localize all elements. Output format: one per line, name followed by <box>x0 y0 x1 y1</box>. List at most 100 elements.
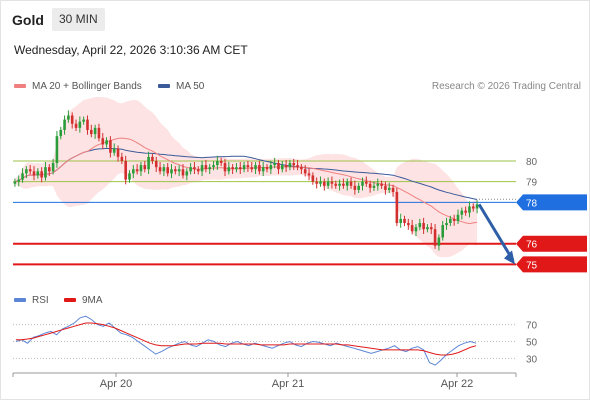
candle-body <box>433 229 437 246</box>
level-label-75: 75 <box>526 260 538 271</box>
candle-body <box>353 185 357 190</box>
candle-body <box>128 173 131 180</box>
candle-body <box>28 169 32 172</box>
ma50-label: MA 50 <box>176 81 205 92</box>
timestamp: Wednesday, April 22, 2026 3:10:36 AM CET <box>14 43 248 57</box>
candle-body <box>449 218 452 224</box>
candle-body <box>323 181 326 186</box>
legend-ma20: MA 20 + Bollinger Bands <box>14 81 142 92</box>
candle-body <box>345 181 349 186</box>
rsi-ma-line <box>15 322 477 356</box>
candle-body <box>21 173 24 180</box>
candle-body <box>151 156 154 161</box>
candle-body <box>403 218 406 224</box>
candle-body <box>475 204 479 209</box>
level-label-76: 76 <box>526 240 538 251</box>
candle-body <box>235 167 238 170</box>
candle-body <box>44 167 47 178</box>
candle-body <box>67 115 70 120</box>
candle-body <box>177 169 181 172</box>
candle-body <box>307 173 311 176</box>
level-tag-76 <box>516 235 587 252</box>
candle-body <box>326 181 330 186</box>
rsi-level-label-30: 30 <box>526 354 538 365</box>
candle-body <box>181 169 185 176</box>
candle-body <box>40 171 43 178</box>
candle-body <box>277 163 280 170</box>
candle-body <box>372 185 376 188</box>
candle-body <box>185 171 189 176</box>
candle-body <box>219 160 223 164</box>
candle-body <box>437 237 441 246</box>
rsi-ma-swatch <box>64 298 76 303</box>
candle-body <box>452 218 456 221</box>
rsi-level-label-50: 50 <box>526 338 538 349</box>
candle-body <box>468 206 471 213</box>
candle-body <box>70 115 74 124</box>
candle-body <box>208 167 212 170</box>
candle-body <box>189 167 192 172</box>
candle-body <box>349 181 353 186</box>
candle-body <box>258 165 261 172</box>
candle-body <box>334 183 338 186</box>
timeframe-badge[interactable]: 30 MIN <box>52 8 105 31</box>
candle-body <box>166 167 169 174</box>
candle-body <box>154 160 158 168</box>
candle-body <box>193 167 196 170</box>
candle-body <box>200 165 204 172</box>
candle-body <box>426 227 429 230</box>
candle-body <box>280 165 284 170</box>
candle-body <box>319 181 322 184</box>
candle-body <box>120 156 124 161</box>
candle-body <box>410 225 414 232</box>
candle-body <box>82 119 85 122</box>
candle-body <box>124 160 127 180</box>
candle-body <box>170 169 173 174</box>
level-tag-75 <box>516 256 587 273</box>
candle-body <box>269 165 273 170</box>
rsi-swatch <box>14 298 26 303</box>
candle-body <box>261 167 265 172</box>
ma50-line <box>14 147 478 200</box>
candle-body <box>303 169 307 174</box>
rsi-level-label-70: 70 <box>526 321 538 332</box>
candle-body <box>288 163 292 168</box>
candle-body <box>300 167 303 170</box>
candle-body <box>63 119 66 130</box>
candle-body <box>59 129 63 137</box>
candle-body <box>139 165 143 172</box>
legend-ma50: MA 50 <box>158 81 204 92</box>
candle-body <box>78 121 82 128</box>
candle-body <box>112 148 116 153</box>
candle-body <box>227 167 231 172</box>
candles <box>13 110 479 251</box>
candle-body <box>250 167 254 170</box>
level-label-78: 78 <box>526 198 538 209</box>
candle-body <box>387 187 391 190</box>
candle-body <box>391 187 395 192</box>
ma50-swatch <box>158 84 170 89</box>
candle-body <box>315 181 318 184</box>
candle-body <box>86 119 89 130</box>
candle-body <box>399 218 402 224</box>
candle-body <box>414 227 418 232</box>
candle-body <box>204 165 208 170</box>
candle-body <box>97 127 101 139</box>
legend-rsi-ma: 9MA <box>64 295 103 306</box>
candle-body <box>292 163 296 166</box>
candle-body <box>132 169 135 174</box>
candle-body <box>147 156 150 170</box>
x-axis-label: Apr 22 <box>441 378 473 390</box>
candle-body <box>361 181 364 186</box>
projection-arrow-shaft <box>477 203 515 262</box>
candle-body <box>212 165 215 168</box>
candle-body <box>223 163 227 172</box>
candle-body <box>357 185 360 190</box>
level-tag-78 <box>516 194 587 211</box>
candle-body <box>74 123 78 128</box>
candle-body <box>456 214 460 221</box>
candle-body <box>238 167 242 170</box>
candle-body <box>143 165 147 170</box>
